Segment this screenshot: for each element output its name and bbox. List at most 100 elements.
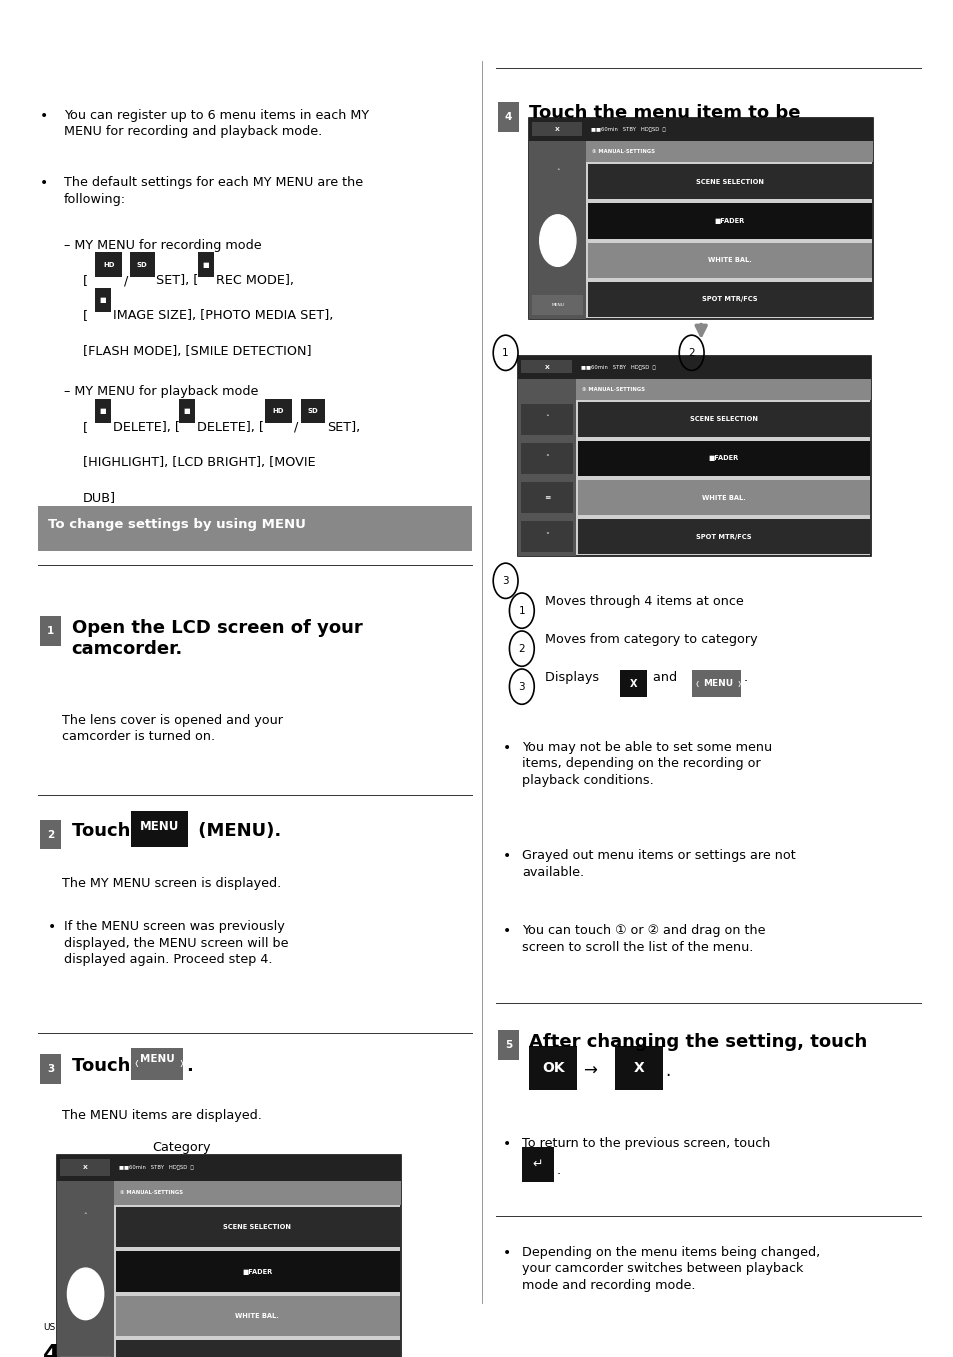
Text: Grayed out menu items or settings are not
available.: Grayed out menu items or settings are no… xyxy=(521,849,795,879)
Text: ❬: ❬ xyxy=(133,1060,139,1068)
Text: •: • xyxy=(40,109,49,122)
FancyBboxPatch shape xyxy=(587,204,871,239)
Text: 3: 3 xyxy=(502,575,508,586)
Text: The lens cover is opened and your
camcorder is turned on.: The lens cover is opened and your camcor… xyxy=(62,714,283,744)
Text: Category: Category xyxy=(152,1141,211,1155)
Text: 4: 4 xyxy=(504,111,512,122)
FancyBboxPatch shape xyxy=(497,1030,518,1060)
Text: ① MANUAL·SETTINGS: ① MANUAL·SETTINGS xyxy=(581,387,644,392)
Text: 1: 1 xyxy=(502,347,508,358)
FancyBboxPatch shape xyxy=(115,1296,399,1337)
Text: WHITE BAL.: WHITE BAL. xyxy=(707,256,751,263)
FancyBboxPatch shape xyxy=(57,1155,400,1181)
Text: ■: ■ xyxy=(100,408,106,414)
Text: .: . xyxy=(743,670,747,684)
Text: MENU: MENU xyxy=(139,820,179,833)
FancyBboxPatch shape xyxy=(532,122,581,136)
Text: •: • xyxy=(502,849,511,863)
Text: •: • xyxy=(502,1246,511,1259)
Circle shape xyxy=(539,214,576,266)
Text: DUB]: DUB] xyxy=(83,491,116,505)
Text: MENU: MENU xyxy=(702,680,733,688)
Text: .: . xyxy=(186,1057,193,1075)
FancyBboxPatch shape xyxy=(517,356,870,379)
FancyBboxPatch shape xyxy=(497,102,518,132)
FancyBboxPatch shape xyxy=(520,521,573,552)
Text: WHITE BAL.: WHITE BAL. xyxy=(235,1314,279,1319)
Text: Touch: Touch xyxy=(71,1057,136,1075)
Text: ❬: ❬ xyxy=(694,681,700,687)
Text: To change settings by using MENU: To change settings by using MENU xyxy=(48,518,305,532)
Text: The default settings for each MY MENU are the
following:: The default settings for each MY MENU ar… xyxy=(64,176,363,206)
Text: US: US xyxy=(43,1323,55,1333)
Text: Depending on the menu items being changed,
your camcorder switches between playb: Depending on the menu items being change… xyxy=(521,1246,820,1292)
Text: ① MANUAL·SETTINGS: ① MANUAL·SETTINGS xyxy=(591,149,654,155)
FancyBboxPatch shape xyxy=(95,399,111,423)
Text: 2: 2 xyxy=(518,643,524,654)
Text: ˆ: ˆ xyxy=(544,415,549,423)
FancyBboxPatch shape xyxy=(532,294,582,315)
Text: 3: 3 xyxy=(47,1064,54,1075)
FancyBboxPatch shape xyxy=(198,252,213,277)
FancyBboxPatch shape xyxy=(619,670,646,697)
Text: – MY MENU for playback mode: – MY MENU for playback mode xyxy=(64,385,258,399)
FancyBboxPatch shape xyxy=(113,1181,400,1205)
Text: You may not be able to set some menu
items, depending on the recording or
playba: You may not be able to set some menu ite… xyxy=(521,741,771,787)
Text: ■: ■ xyxy=(184,408,190,414)
Text: ■■60min   STBY   HD⧸SD  ⦿: ■■60min STBY HD⧸SD ⦿ xyxy=(580,365,655,369)
Text: .: . xyxy=(556,1164,559,1178)
FancyBboxPatch shape xyxy=(115,1206,399,1247)
Text: If the MENU screen was previously
displayed, the MENU screen will be
displayed a: If the MENU screen was previously displa… xyxy=(64,920,288,966)
Text: DELETE], [: DELETE], [ xyxy=(196,421,263,434)
FancyBboxPatch shape xyxy=(578,520,869,555)
Text: ■■60min   STBY   HD⧸SD  ⦿: ■■60min STBY HD⧸SD ⦿ xyxy=(590,128,665,132)
Text: ■FADER: ■FADER xyxy=(242,1269,273,1274)
Text: The MY MENU screen is displayed.: The MY MENU screen is displayed. xyxy=(62,877,281,890)
Text: •: • xyxy=(48,920,56,934)
Text: ↵: ↵ xyxy=(532,1158,543,1171)
Text: DELETE], [: DELETE], [ xyxy=(112,421,179,434)
Text: SET],: SET], xyxy=(327,421,360,434)
FancyBboxPatch shape xyxy=(587,164,871,199)
Text: [: [ xyxy=(83,421,88,434)
FancyBboxPatch shape xyxy=(691,670,740,697)
Text: [HIGHLIGHT], [LCD BRIGHT], [MOVIE: [HIGHLIGHT], [LCD BRIGHT], [MOVIE xyxy=(83,456,315,470)
FancyBboxPatch shape xyxy=(576,379,870,400)
Text: ❭: ❭ xyxy=(178,1060,184,1068)
FancyBboxPatch shape xyxy=(529,118,872,141)
Text: 2: 2 xyxy=(47,829,54,840)
Text: /: / xyxy=(124,274,128,288)
Text: You can register up to 6 menu items in each MY
MENU for recording and playback m: You can register up to 6 menu items in e… xyxy=(64,109,369,138)
Text: SPOT MTR/FCS: SPOT MTR/FCS xyxy=(701,296,757,303)
Text: ˄: ˄ xyxy=(544,455,549,463)
Text: SCENE SELECTION: SCENE SELECTION xyxy=(689,417,757,422)
FancyBboxPatch shape xyxy=(578,402,869,437)
FancyBboxPatch shape xyxy=(529,141,585,319)
Text: WHITE BAL.: WHITE BAL. xyxy=(701,494,744,501)
Text: .: . xyxy=(664,1061,670,1080)
FancyBboxPatch shape xyxy=(520,442,573,474)
Text: ˄: ˄ xyxy=(556,170,559,175)
Text: 1: 1 xyxy=(47,626,54,636)
Text: Displays: Displays xyxy=(537,670,602,684)
Text: SD: SD xyxy=(307,408,318,414)
Text: 2: 2 xyxy=(688,347,694,358)
Text: Touch the menu item to be
changed.: Touch the menu item to be changed. xyxy=(529,104,801,144)
FancyBboxPatch shape xyxy=(40,616,61,646)
FancyBboxPatch shape xyxy=(115,1251,399,1292)
Text: SCENE SELECTION: SCENE SELECTION xyxy=(695,179,762,185)
Text: ■: ■ xyxy=(100,297,106,303)
Text: REC MODE],: REC MODE], xyxy=(215,274,294,288)
FancyBboxPatch shape xyxy=(520,404,573,434)
Text: [: [ xyxy=(83,274,88,288)
FancyBboxPatch shape xyxy=(60,1159,110,1175)
Text: X: X xyxy=(629,678,637,689)
Text: 3: 3 xyxy=(518,681,524,692)
Circle shape xyxy=(68,1267,104,1319)
Text: •: • xyxy=(40,176,49,190)
Text: ■: ■ xyxy=(203,262,209,267)
Text: ˄: ˄ xyxy=(84,1213,88,1219)
Text: X: X xyxy=(555,128,559,132)
Text: Touch: Touch xyxy=(71,822,136,840)
Text: After changing the setting, touch: After changing the setting, touch xyxy=(529,1033,867,1050)
